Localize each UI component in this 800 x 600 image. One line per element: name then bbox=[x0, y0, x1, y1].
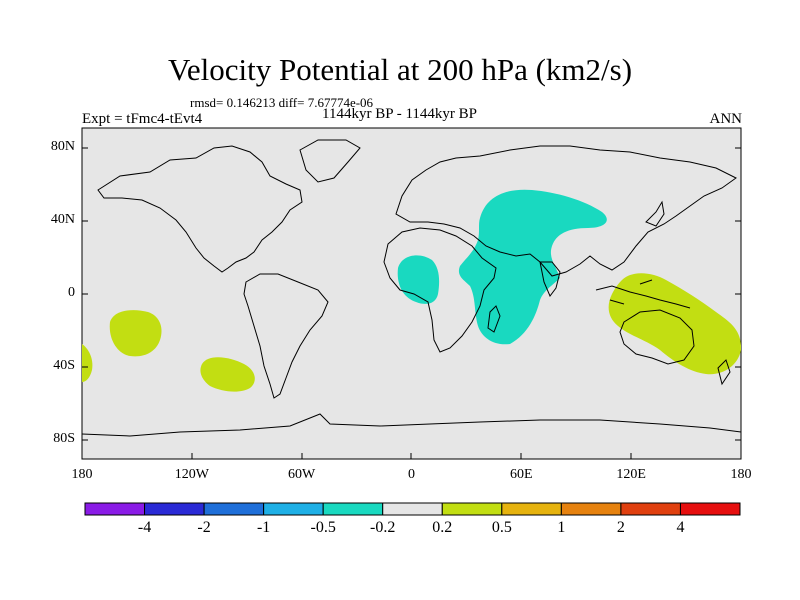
colorbar-swatch bbox=[441, 502, 503, 516]
colorbar-swatch bbox=[203, 502, 265, 516]
colorbar-swatch bbox=[501, 502, 562, 516]
coastline-eurasia bbox=[395, 145, 737, 277]
colorbar-label: -1 bbox=[256, 519, 271, 536]
lon-label: 60E bbox=[510, 467, 533, 482]
experiment-label: Expt = tFmc4-tEvt4 bbox=[82, 111, 203, 127]
coastline-japan bbox=[645, 200, 665, 227]
map-title: Velocity Potential at 200 hPa (km2/s) bbox=[167, 52, 633, 87]
colorbar-label: 2 bbox=[616, 519, 625, 536]
coastline-south-america bbox=[243, 273, 329, 399]
coastline-australia bbox=[619, 309, 695, 365]
colorbar-label: -0.2 bbox=[370, 519, 396, 536]
coastline-greenland bbox=[299, 139, 361, 183]
lat-label: 80S bbox=[53, 431, 75, 446]
lat-label: 40N bbox=[50, 212, 75, 227]
lon-label: 60W bbox=[288, 467, 316, 482]
coastline-new-zealand bbox=[717, 359, 731, 386]
lat-label: 80N bbox=[50, 139, 75, 154]
coastline-india bbox=[539, 261, 561, 297]
lon-label: 180 bbox=[730, 467, 752, 482]
positive-anomaly-southeast-pacific bbox=[200, 357, 255, 392]
negative-anomaly-tropical-atlantic bbox=[397, 255, 440, 304]
lat-label: 0 bbox=[68, 285, 75, 300]
colorbar-swatch bbox=[322, 502, 384, 516]
map-subtitle: 1144kyr BP - 1144kyr BP bbox=[322, 106, 478, 122]
lon-label: 120W bbox=[174, 467, 209, 482]
coastline-africa bbox=[383, 227, 497, 353]
coastline-north-america bbox=[97, 145, 303, 273]
positive-anomaly-dateline-south bbox=[82, 344, 93, 382]
colorbar-swatch bbox=[679, 502, 741, 516]
colorbar-swatch bbox=[144, 502, 205, 516]
colorbar-label: 0.2 bbox=[432, 519, 453, 536]
colorbar-swatch bbox=[620, 502, 681, 516]
colorbar-label: 4 bbox=[676, 519, 685, 536]
colorbar-label: 1 bbox=[557, 519, 566, 536]
positive-anomaly-south-pacific bbox=[109, 310, 162, 357]
colorbar-label: -4 bbox=[137, 519, 152, 536]
lat-label: 40S bbox=[53, 358, 75, 373]
colorbar-label: -0.5 bbox=[310, 519, 336, 536]
coastline-indonesia bbox=[595, 279, 691, 309]
coastline-madagascar bbox=[487, 305, 501, 333]
coastline-antarctica bbox=[82, 413, 741, 437]
lon-label: 120E bbox=[616, 467, 646, 482]
stats-line: rmsd= 0.146213 diff= 7.67774e-06 bbox=[190, 95, 374, 110]
colorbar-label: -2 bbox=[197, 519, 211, 536]
coastlines bbox=[82, 139, 741, 437]
colorbar-swatch bbox=[382, 502, 443, 516]
colorbar-swatch bbox=[560, 502, 622, 516]
lon-label: 0 bbox=[408, 467, 415, 482]
colorbar-swatch bbox=[263, 502, 324, 516]
colorbar-swatch bbox=[84, 502, 146, 516]
season-label: ANN bbox=[709, 111, 743, 127]
lon-label: 180 bbox=[71, 467, 93, 482]
axis-ticks bbox=[81, 147, 742, 459]
colorbar-label: 0.5 bbox=[491, 519, 512, 536]
positive-anomaly-maritime-australia bbox=[608, 273, 741, 375]
